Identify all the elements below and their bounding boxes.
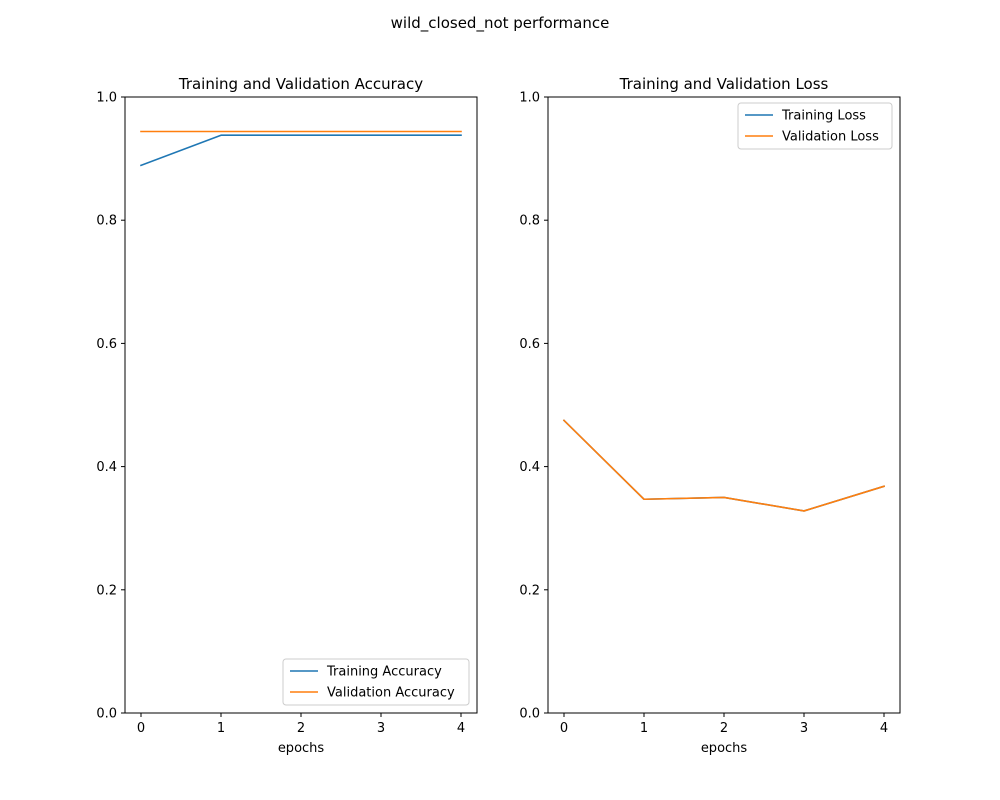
accuracy-y-tick-label: 0.8 [96,214,117,229]
accuracy-legend-box [282,658,470,706]
loss-legend: Training Loss Validation Loss [737,102,893,150]
loss-y-tick-label: 1.0 [519,91,540,106]
accuracy-chart-title: Training and Validation Accuracy [178,75,423,93]
accuracy-legend: Training Accuracy Validation Accuracy [282,658,470,706]
loss-y-tick-label: 0.4 [519,460,540,475]
accuracy-x-tick-label: 0 [137,721,145,736]
loss-legend-label-1: Validation Loss [782,130,879,145]
loss-legend-box [737,102,893,150]
accuracy-panel: Training and Validation Accuracy 0 1 2 3 4 0.0… [96,75,478,756]
accuracy-y-tick-label: 0.2 [96,583,117,598]
loss-y-tick-label: 0.0 [519,707,540,722]
accuracy-x-tick-label: 1 [217,721,225,736]
accuracy-legend-label-1: Validation Accuracy [327,686,455,701]
loss-chart-title: Training and Validation Loss [619,75,829,93]
accuracy-y-tick-label: 1.0 [96,91,117,106]
accuracy-x-axis-label: epochs [278,741,325,756]
accuracy-y-tick-label: 0.6 [96,337,117,352]
accuracy-series-line-0 [139,134,462,167]
loss-x-tick-label: 0 [560,721,568,736]
figure-title: wild_closed_not performance [391,14,610,33]
loss-panel: Training and Validation Loss 0 1 2 3 4 0.0 0.2 0… [519,75,901,756]
accuracy-legend-label-0: Training Accuracy [326,665,442,680]
accuracy-x-tick-label: 3 [377,721,385,736]
loss-x-tick-label: 2 [720,721,728,736]
loss-x-tick-label: 4 [880,721,888,736]
accuracy-y-tick-label: 0.0 [96,707,117,722]
accuracy-x-tick-label: 4 [457,721,465,736]
loss-y-tick-label: 0.6 [519,337,540,352]
accuracy-y-tick-label: 0.4 [96,460,117,475]
loss-x-axis-label: epochs [701,741,748,756]
loss-series-line-1 [562,419,886,512]
accuracy-x-tick-label: 2 [297,721,305,736]
loss-y-tick-label: 0.8 [519,214,540,229]
loss-x-tick-label: 3 [800,721,808,736]
loss-y-tick-label: 0.2 [519,583,540,598]
loss-legend-label-0: Training Loss [781,109,866,124]
loss-x-tick-label: 1 [640,721,648,736]
